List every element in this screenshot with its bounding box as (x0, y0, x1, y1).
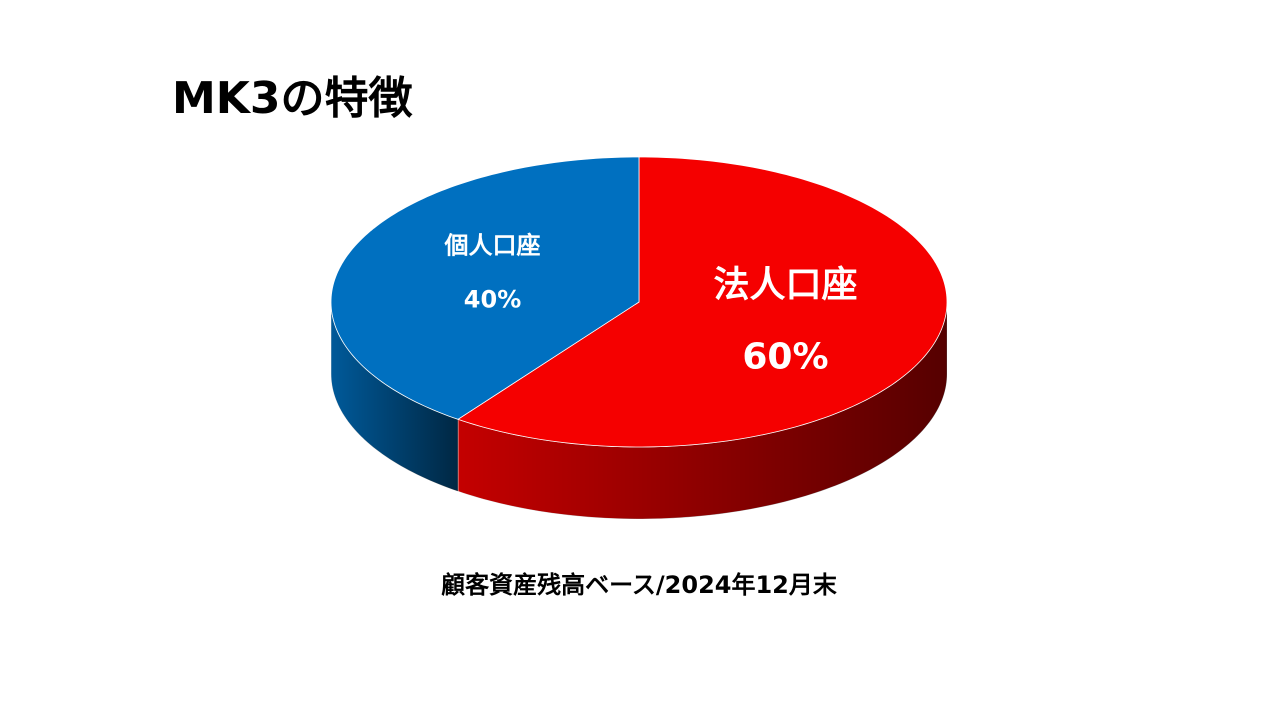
chart-title: MK3の特徴 (172, 73, 413, 124)
slice-label: 個人口座 (444, 232, 541, 260)
slice-value-label: 40% (464, 286, 521, 314)
slice-side-shade (457, 302, 947, 519)
slice-value-label: 60% (742, 336, 828, 377)
slice-side-shade (331, 302, 458, 492)
slice (457, 156, 948, 448)
chart-note: 顧客資産残高ベース/2024年12月末 (441, 571, 838, 599)
slice (330, 156, 640, 420)
slice-label: 法人口座 (713, 264, 857, 305)
pie: 法人口座 60% 個人口座 40% (330, 156, 948, 520)
